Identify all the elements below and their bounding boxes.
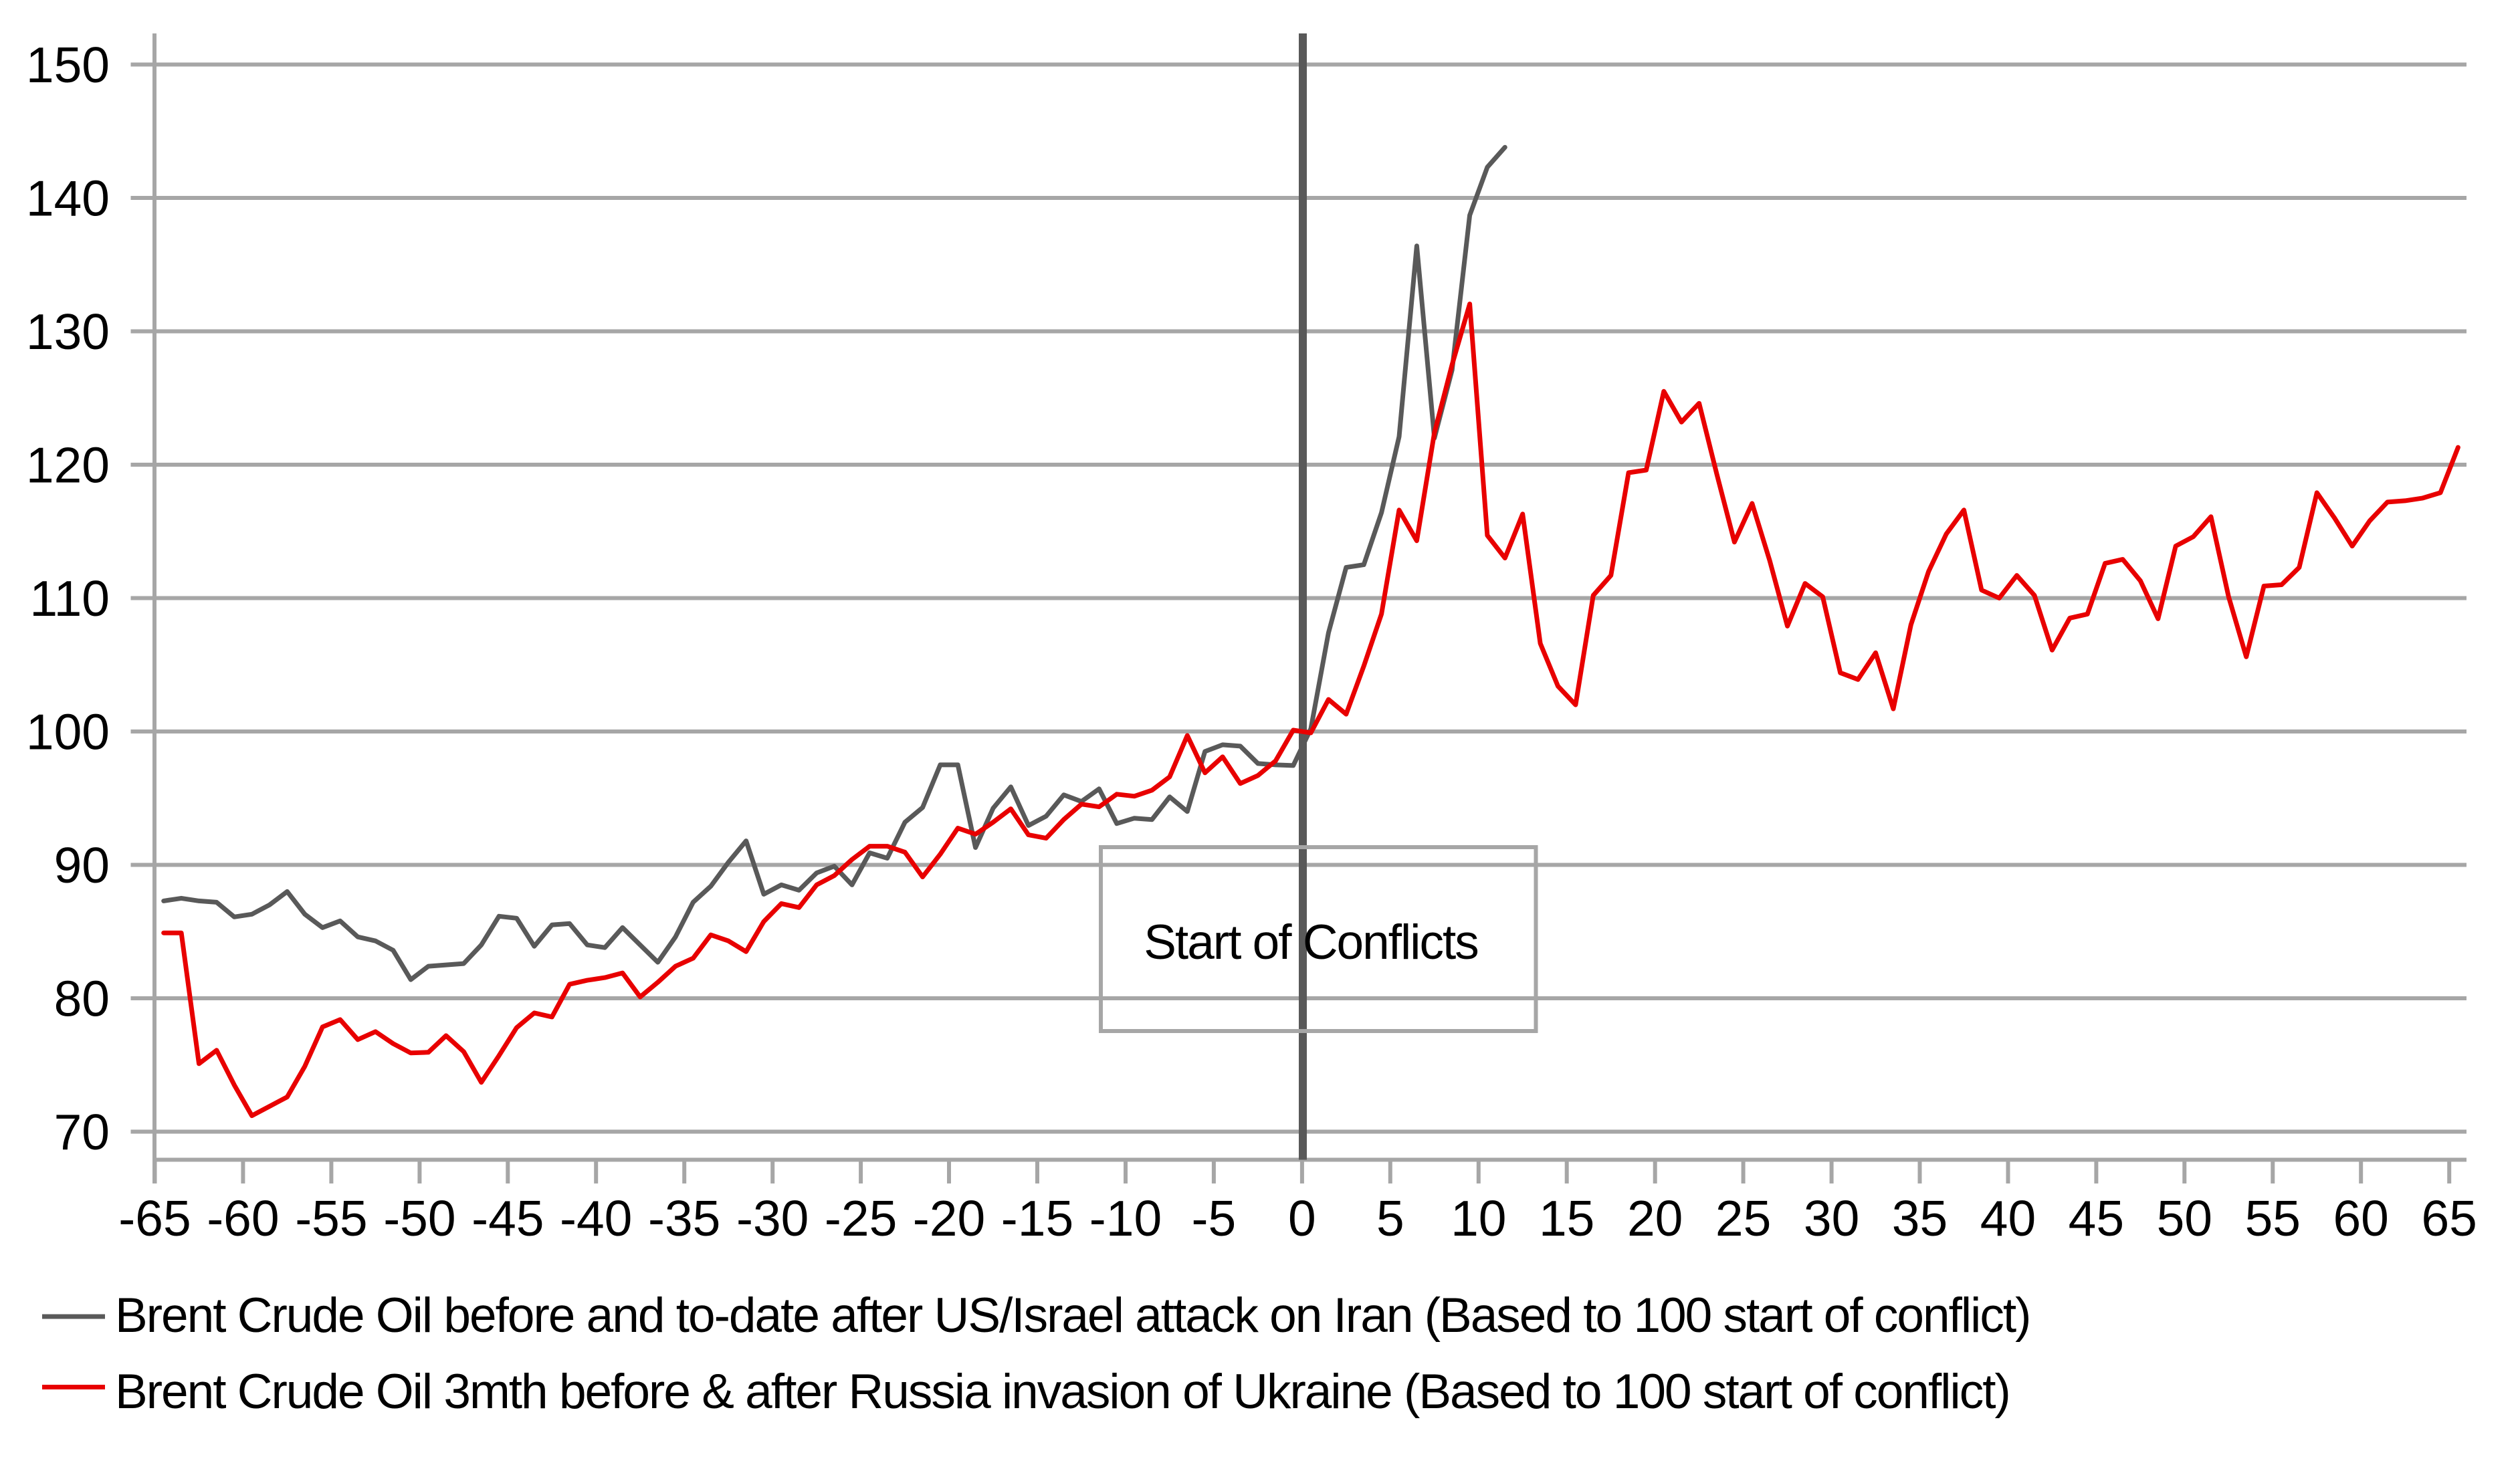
svg-text:140: 140 (26, 171, 110, 227)
svg-text:100: 100 (26, 704, 110, 760)
svg-text:110: 110 (29, 570, 110, 627)
svg-text:Brent Crude Oil 3mth before &: Brent Crude Oil 3mth before & after Russ… (115, 1365, 2010, 1419)
svg-text:-20: -20 (913, 1190, 985, 1246)
svg-text:65: 65 (2421, 1190, 2477, 1246)
svg-text:-30: -30 (736, 1190, 809, 1246)
svg-text:-40: -40 (560, 1190, 632, 1246)
svg-text:Start of Conflicts: Start of Conflicts (1144, 915, 1478, 970)
svg-text:150: 150 (26, 37, 110, 93)
svg-text:70: 70 (54, 1104, 110, 1160)
svg-text:25: 25 (1715, 1190, 1771, 1246)
svg-text:5: 5 (1376, 1190, 1404, 1246)
svg-text:-45: -45 (471, 1190, 544, 1246)
svg-text:60: 60 (2333, 1190, 2388, 1246)
svg-text:-5: -5 (1192, 1190, 1237, 1246)
svg-text:0: 0 (1288, 1190, 1316, 1246)
svg-text:-65: -65 (118, 1190, 191, 1246)
svg-text:30: 30 (1804, 1190, 1859, 1246)
svg-text:-55: -55 (295, 1190, 367, 1246)
svg-text:-10: -10 (1089, 1190, 1162, 1246)
svg-text:50: 50 (2157, 1190, 2212, 1246)
svg-text:-35: -35 (648, 1190, 720, 1246)
svg-text:15: 15 (1539, 1190, 1594, 1246)
svg-text:-25: -25 (825, 1190, 897, 1246)
svg-text:-50: -50 (383, 1190, 455, 1246)
svg-text:40: 40 (1980, 1190, 2036, 1246)
svg-text:35: 35 (1892, 1190, 1948, 1246)
svg-text:120: 120 (26, 437, 110, 493)
svg-text:-60: -60 (207, 1190, 279, 1246)
svg-text:45: 45 (2069, 1190, 2124, 1246)
svg-text:80: 80 (54, 971, 110, 1027)
svg-text:90: 90 (54, 837, 110, 893)
svg-text:55: 55 (2245, 1190, 2301, 1246)
svg-text:20: 20 (1627, 1190, 1683, 1246)
svg-text:10: 10 (1451, 1190, 1506, 1246)
svg-text:-15: -15 (1001, 1190, 1073, 1246)
svg-text:130: 130 (26, 304, 110, 360)
svg-text:Brent Crude Oil before and to-: Brent Crude Oil before and to-date after… (115, 1288, 2030, 1343)
